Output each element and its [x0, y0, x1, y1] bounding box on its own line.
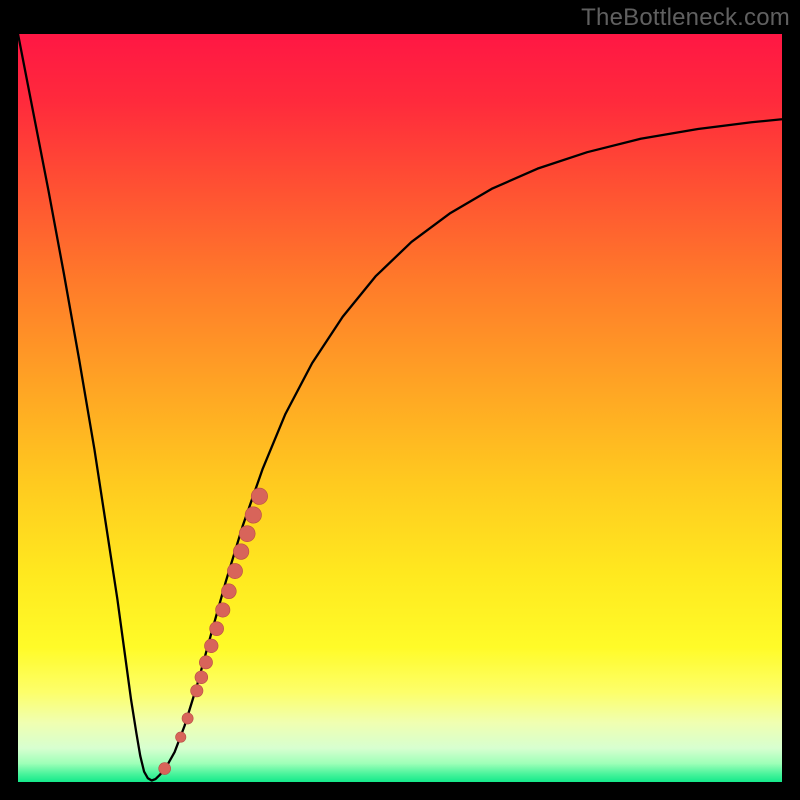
data-point [176, 732, 186, 742]
data-point [191, 685, 203, 697]
data-point [159, 763, 171, 775]
data-point [227, 563, 242, 578]
data-point [239, 526, 255, 542]
chart-container: TheBottleneck.com [0, 0, 800, 800]
data-point [195, 671, 208, 684]
attribution-text: TheBottleneck.com [581, 4, 790, 32]
data-point [216, 603, 230, 617]
plot-svg [18, 34, 782, 782]
gradient-background [18, 34, 782, 782]
data-point [245, 507, 261, 523]
data-point [182, 713, 193, 724]
data-point [204, 639, 218, 653]
data-point [199, 656, 212, 669]
data-point [221, 584, 236, 599]
plot-area [18, 34, 782, 782]
data-point [210, 622, 224, 636]
data-point [251, 488, 267, 504]
plot-frame [18, 34, 782, 782]
data-point [233, 544, 249, 560]
